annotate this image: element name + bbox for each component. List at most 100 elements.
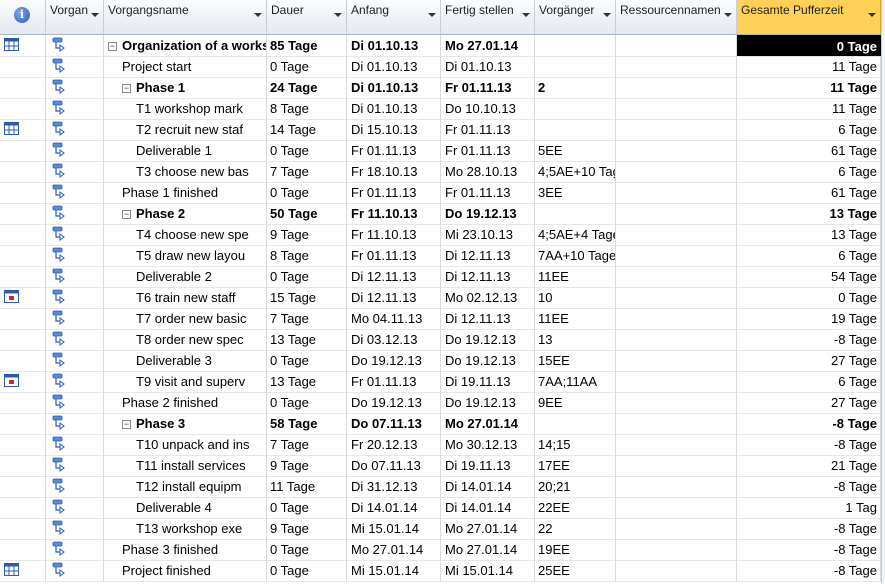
task-name-cell[interactable]: T9 visit and superv bbox=[104, 371, 267, 392]
task-mode-cell[interactable] bbox=[46, 518, 104, 539]
task-mode-cell[interactable] bbox=[46, 77, 104, 98]
task-mode-cell[interactable] bbox=[46, 140, 104, 161]
indicator-cell[interactable] bbox=[0, 119, 46, 140]
total-slack-cell[interactable]: -8 Tage bbox=[737, 476, 881, 497]
total-slack-cell[interactable]: 19 Tage bbox=[737, 308, 881, 329]
task-mode-cell[interactable] bbox=[46, 350, 104, 371]
chevron-down-icon[interactable] bbox=[428, 13, 436, 17]
indicator-cell[interactable] bbox=[0, 182, 46, 203]
indicator-cell[interactable] bbox=[0, 224, 46, 245]
start-cell[interactable]: Di 01.10.13 bbox=[347, 77, 441, 98]
start-cell[interactable]: Do 19.12.13 bbox=[347, 350, 441, 371]
start-cell[interactable]: Do 19.12.13 bbox=[347, 392, 441, 413]
duration-cell[interactable]: 8 Tage bbox=[267, 98, 347, 119]
resources-cell[interactable] bbox=[616, 287, 737, 308]
chevron-down-icon[interactable] bbox=[254, 13, 262, 17]
indicator-cell[interactable] bbox=[0, 350, 46, 371]
task-name-column-header[interactable]: Vorgangsname bbox=[104, 0, 267, 34]
indicator-cell[interactable] bbox=[0, 476, 46, 497]
duration-cell[interactable]: 9 Tage bbox=[267, 518, 347, 539]
start-column-header[interactable]: Anfang bbox=[347, 0, 441, 34]
duration-cell[interactable]: 0 Tage bbox=[267, 560, 347, 581]
task-mode-cell[interactable] bbox=[46, 98, 104, 119]
task-mode-cell[interactable] bbox=[46, 224, 104, 245]
resources-cell[interactable] bbox=[616, 497, 737, 518]
indicator-cell[interactable] bbox=[0, 308, 46, 329]
start-cell[interactable]: Di 01.10.13 bbox=[347, 35, 441, 56]
table-row[interactable]: − Phase 3 58 Tage Do 07.11.13 Mo 27.01.14 -8 … bbox=[0, 413, 885, 435]
resources-cell[interactable] bbox=[616, 413, 737, 434]
indicator-cell[interactable] bbox=[0, 203, 46, 224]
duration-cell[interactable]: 0 Tage bbox=[267, 266, 347, 287]
table-row[interactable]: T3 choose new bas 7 Tage Fr 18.10.13 Mo 28.… bbox=[0, 161, 885, 183]
collapse-toggle-icon[interactable]: − bbox=[122, 83, 131, 93]
predecessors-cell[interactable] bbox=[535, 119, 616, 140]
predecessors-cell[interactable]: 10 bbox=[535, 287, 616, 308]
table-row[interactable]: T5 draw new layou 8 Tage Fr 01.11.13 Di 12.… bbox=[0, 245, 885, 267]
table-row[interactable]: − Organization of a works 85 Tage Di 01.10.… bbox=[0, 35, 885, 57]
task-name-cell[interactable]: Deliverable 4 bbox=[104, 497, 267, 518]
task-name-cell[interactable]: − Organization of a works bbox=[104, 35, 267, 56]
resources-cell[interactable] bbox=[616, 119, 737, 140]
finish-cell[interactable]: Mi 15.01.14 bbox=[441, 560, 535, 581]
duration-cell[interactable]: 13 Tage bbox=[267, 329, 347, 350]
start-cell[interactable]: Fr 01.11.13 bbox=[347, 140, 441, 161]
start-cell[interactable]: Di 31.12.13 bbox=[347, 476, 441, 497]
finish-cell[interactable]: Do 19.12.13 bbox=[441, 392, 535, 413]
task-name-cell[interactable]: T1 workshop mark bbox=[104, 98, 267, 119]
table-row[interactable]: T8 order new spec 13 Tage Di 03.12.13 Do 19… bbox=[0, 329, 885, 351]
total-slack-cell[interactable]: -8 Tage bbox=[737, 329, 881, 350]
duration-cell[interactable]: 50 Tage bbox=[267, 203, 347, 224]
predecessors-cell[interactable]: 22 bbox=[535, 518, 616, 539]
start-cell[interactable]: Di 01.10.13 bbox=[347, 56, 441, 77]
predecessors-cell[interactable]: 13 bbox=[535, 329, 616, 350]
start-cell[interactable]: Di 15.10.13 bbox=[347, 119, 441, 140]
task-mode-cell[interactable] bbox=[46, 119, 104, 140]
resources-cell[interactable] bbox=[616, 455, 737, 476]
collapse-toggle-icon[interactable]: − bbox=[122, 419, 131, 429]
duration-cell[interactable]: 15 Tage bbox=[267, 287, 347, 308]
predecessors-cell[interactable]: 11EE bbox=[535, 266, 616, 287]
total-slack-cell[interactable]: 11 Tage bbox=[737, 77, 881, 98]
duration-cell[interactable]: 0 Tage bbox=[267, 497, 347, 518]
finish-cell[interactable]: Di 12.11.13 bbox=[441, 308, 535, 329]
task-mode-cell[interactable] bbox=[46, 245, 104, 266]
predecessors-cell[interactable] bbox=[535, 203, 616, 224]
predecessors-cell[interactable]: 22EE bbox=[535, 497, 616, 518]
task-mode-cell[interactable] bbox=[46, 329, 104, 350]
total-slack-cell[interactable]: -8 Tage bbox=[737, 434, 881, 455]
predecessors-cell[interactable]: 14;15 bbox=[535, 434, 616, 455]
finish-cell[interactable]: Fr 01.11.13 bbox=[441, 77, 535, 98]
predecessors-cell[interactable]: 4;5AE+4 Tage bbox=[535, 224, 616, 245]
task-mode-cell[interactable] bbox=[46, 560, 104, 581]
finish-cell[interactable]: Mo 27.01.14 bbox=[441, 518, 535, 539]
resources-cell[interactable] bbox=[616, 140, 737, 161]
indicator-cell[interactable] bbox=[0, 518, 46, 539]
task-name-cell[interactable]: T3 choose new bas bbox=[104, 161, 267, 182]
indicator-cell[interactable] bbox=[0, 560, 46, 581]
task-name-cell[interactable]: − Phase 1 bbox=[104, 77, 267, 98]
finish-cell[interactable]: Fr 01.11.13 bbox=[441, 182, 535, 203]
task-name-cell[interactable]: Project start bbox=[104, 56, 267, 77]
start-cell[interactable]: Fr 11.10.13 bbox=[347, 203, 441, 224]
task-mode-cell[interactable] bbox=[46, 308, 104, 329]
task-name-cell[interactable]: T4 choose new spe bbox=[104, 224, 267, 245]
duration-cell[interactable]: 7 Tage bbox=[267, 308, 347, 329]
task-mode-cell[interactable] bbox=[46, 476, 104, 497]
collapse-toggle-icon[interactable]: − bbox=[108, 41, 117, 51]
start-cell[interactable]: Di 12.11.13 bbox=[347, 266, 441, 287]
total-slack-cell[interactable]: 11 Tage bbox=[737, 98, 881, 119]
predecessors-cell[interactable]: 7AA+10 Tage bbox=[535, 245, 616, 266]
duration-cell[interactable]: 7 Tage bbox=[267, 161, 347, 182]
chevron-down-icon[interactable] bbox=[868, 13, 876, 17]
resources-cell[interactable] bbox=[616, 35, 737, 56]
resources-cell[interactable] bbox=[616, 161, 737, 182]
indicators-column-header[interactable]: i bbox=[0, 0, 46, 34]
table-row[interactable]: Project finished 0 Tage Mi 15.01.14 Mi 15.0… bbox=[0, 560, 885, 582]
start-cell[interactable]: Di 03.12.13 bbox=[347, 329, 441, 350]
indicator-cell[interactable] bbox=[0, 392, 46, 413]
total-slack-cell[interactable]: 61 Tage bbox=[737, 182, 881, 203]
resources-column-header[interactable]: Ressourcennamen bbox=[616, 0, 737, 34]
